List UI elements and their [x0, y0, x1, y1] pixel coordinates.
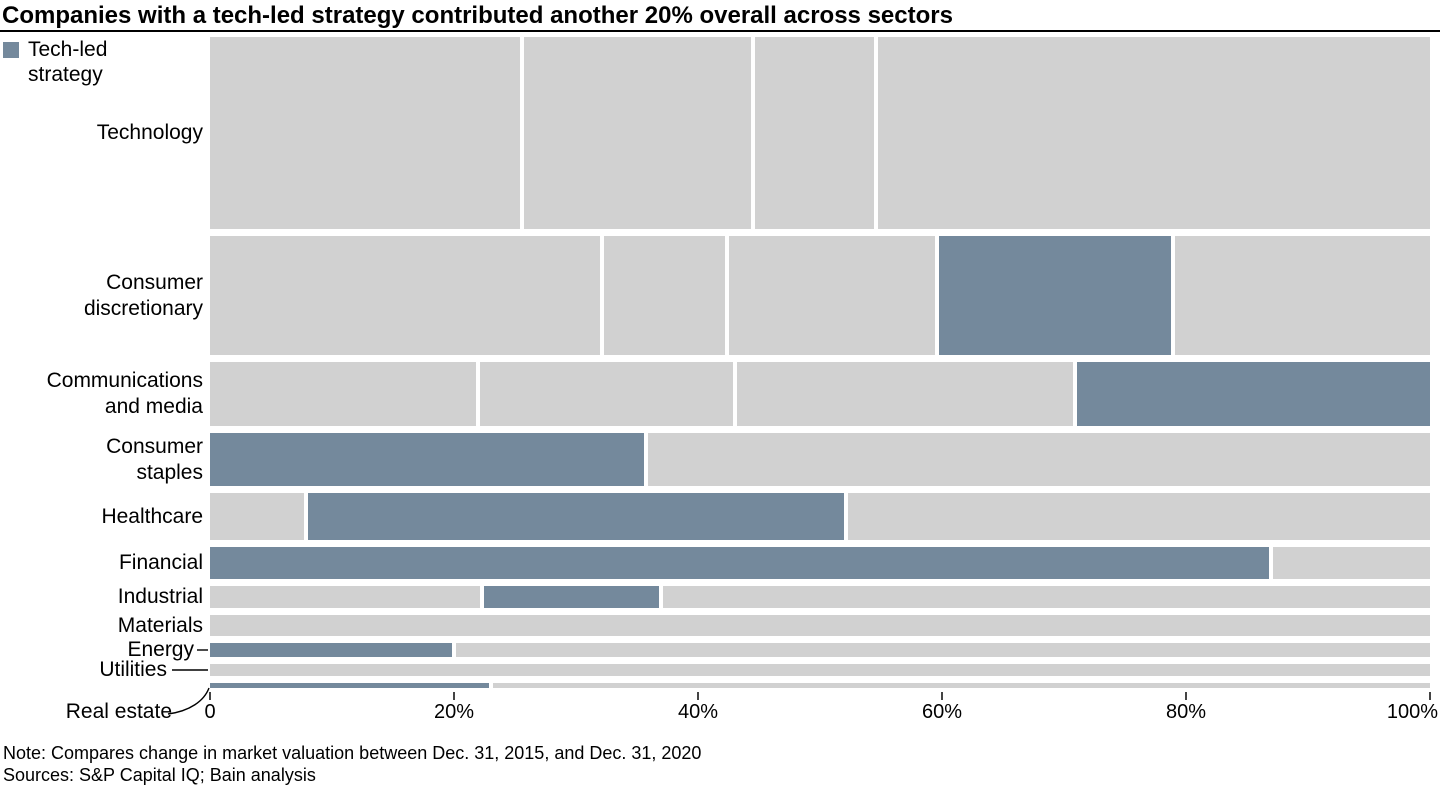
x-tick-label: 80%: [1166, 701, 1206, 724]
segment-other: [604, 236, 726, 355]
segment-tech-led: [484, 586, 659, 608]
sector-row: [210, 683, 1430, 688]
x-tick-mark: [1429, 692, 1431, 700]
x-tick-label: 0: [204, 701, 215, 724]
segment-other: [210, 236, 600, 355]
sector-label: Technology: [0, 120, 203, 146]
sector-label: Industrial: [0, 584, 203, 610]
x-tick-mark: [941, 692, 943, 700]
sector-row: [210, 433, 1430, 486]
title-rule: [0, 30, 1440, 32]
chart-page: Companies with a tech-led strategy contr…: [0, 0, 1440, 810]
sector-row: [210, 37, 1430, 229]
segment-tech-led: [210, 643, 452, 657]
segment-tech-led: [210, 433, 644, 486]
sector-row: [210, 586, 1430, 608]
segment-other: [663, 586, 1430, 608]
segment-other: [524, 37, 751, 229]
sector-row: [210, 493, 1430, 540]
segment-other: [493, 683, 1430, 688]
segment-tech-led: [308, 493, 843, 540]
sector-row: [210, 615, 1430, 636]
segment-other: [210, 615, 1430, 636]
segment-other: [210, 37, 520, 229]
segment-other: [1175, 236, 1430, 355]
segment-tech-led: [1077, 362, 1430, 426]
segment-other: [755, 37, 874, 229]
sector-label: Consumer discretionary: [0, 270, 203, 322]
sector-label: Utilities: [0, 657, 167, 683]
sector-label: Consumer staples: [0, 434, 203, 486]
sector-label: Materials: [0, 613, 203, 639]
segment-other: [729, 236, 935, 355]
segment-other: [210, 362, 476, 426]
segment-other: [210, 586, 480, 608]
sector-row: [210, 547, 1430, 579]
segment-tech-led: [939, 236, 1170, 355]
segment-tech-led: [210, 683, 489, 688]
segment-other: [737, 362, 1073, 426]
x-tick-mark: [697, 692, 699, 700]
segment-other: [848, 493, 1430, 540]
chart-title: Companies with a tech-led strategy contr…: [2, 2, 953, 30]
segment-tech-led: [210, 547, 1269, 579]
tech-led-legend-swatch-icon: [3, 42, 19, 58]
x-tick-mark: [1185, 692, 1187, 700]
sector-label: Communications and media: [0, 368, 203, 420]
x-tick-mark: [209, 692, 211, 700]
sector-label: Real estate: [0, 699, 172, 725]
sector-row: [210, 236, 1430, 355]
segment-other: [210, 664, 1430, 676]
segment-other: [648, 433, 1430, 486]
x-tick-label: 60%: [922, 701, 962, 724]
sector-label: Financial: [0, 550, 203, 576]
x-tick-label: 40%: [678, 701, 718, 724]
sector-row: [210, 643, 1430, 657]
x-tick-label: 100%: [1387, 701, 1438, 724]
segment-other: [878, 37, 1430, 229]
x-tick-mark: [453, 692, 455, 700]
sources-text: Sources: S&P Capital IQ; Bain analysis: [3, 765, 316, 786]
note-text: Note: Compares change in market valuatio…: [3, 743, 701, 764]
plot-area: [210, 37, 1430, 688]
sector-label: Healthcare: [0, 504, 203, 530]
segment-other: [456, 643, 1430, 657]
sector-row: [210, 664, 1430, 676]
x-tick-label: 20%: [434, 701, 474, 724]
legend-label: Tech-led strategy: [28, 37, 107, 87]
segment-other: [1273, 547, 1430, 579]
real-estate-callout-line: [168, 688, 209, 714]
segment-other: [480, 362, 732, 426]
sector-row: [210, 362, 1430, 426]
segment-other: [210, 493, 304, 540]
